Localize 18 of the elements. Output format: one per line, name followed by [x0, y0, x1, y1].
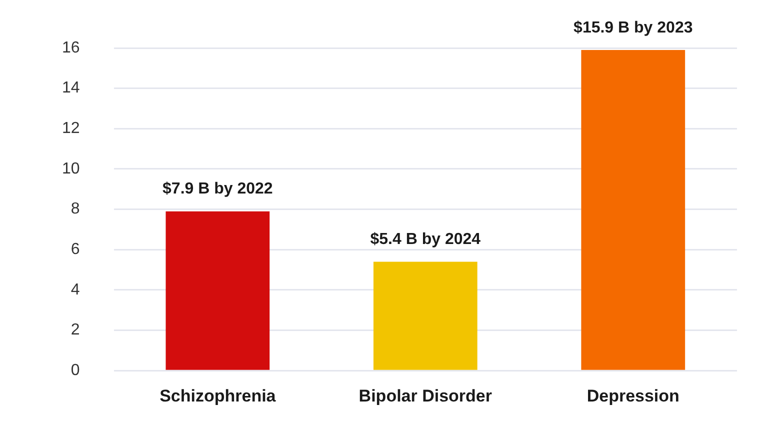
y-tick-label: 4	[70, 281, 80, 298]
y-tick-label: 14	[62, 80, 80, 97]
x-tick-label: Schizophrenia	[160, 386, 276, 406]
y-tick-label: 0	[70, 362, 80, 380]
data-label: $15.9 B by 2023	[574, 19, 693, 36]
y-tick-label: 16	[62, 39, 80, 56]
bar	[373, 262, 478, 370]
bar	[581, 50, 686, 370]
bar	[166, 211, 270, 370]
y-tick-label: 6	[70, 241, 80, 258]
x-tick-label: Bipolar Disorder	[358, 386, 492, 406]
y-tick-label: 8	[70, 200, 80, 218]
data-label: $7.9 B by 2022	[162, 180, 273, 198]
data-label: $5.4 B by 2024	[370, 231, 481, 248]
x-tick-label: Depression	[586, 386, 680, 406]
y-tick-label: 10	[62, 160, 80, 178]
y-tick-label: 2	[70, 322, 80, 339]
y-tick-label: 12	[62, 120, 80, 138]
